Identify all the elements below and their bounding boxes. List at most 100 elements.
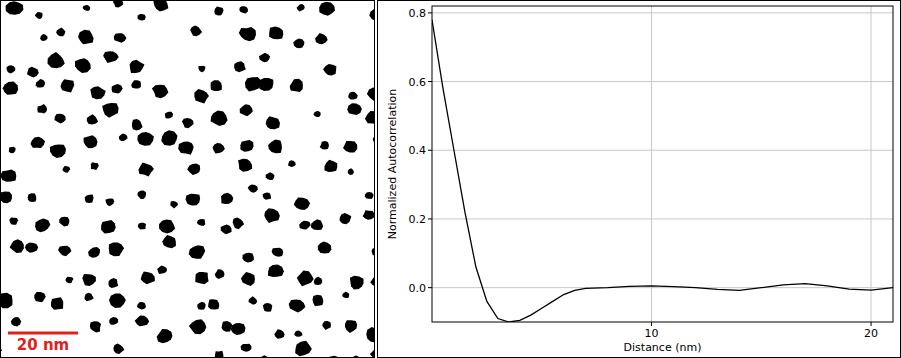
- grid-line-x: [651, 6, 652, 322]
- particle: [3, 81, 19, 94]
- particle: [268, 140, 282, 154]
- particle: [189, 319, 207, 334]
- particle: [269, 27, 283, 40]
- particle: [88, 247, 100, 258]
- particle: [0, 191, 12, 203]
- particle: [0, 169, 16, 181]
- particle: [197, 219, 205, 226]
- particle: [297, 4, 305, 11]
- particle: [348, 92, 358, 100]
- particle: [48, 52, 65, 68]
- particle: [347, 103, 362, 115]
- particle: [197, 302, 205, 310]
- particle: [28, 193, 37, 202]
- scale-bar-background: [2, 328, 84, 356]
- grid-line-x: [871, 6, 872, 322]
- tick-label-y: 0.6: [409, 76, 427, 89]
- particle: [170, 201, 178, 209]
- particle: [141, 272, 155, 285]
- particle: [131, 80, 141, 88]
- particle: [138, 223, 146, 230]
- particle: [241, 272, 255, 286]
- particle: [350, 276, 364, 290]
- particle: [84, 135, 98, 148]
- particle: [36, 79, 45, 88]
- particle: [198, 66, 205, 73]
- particle: [240, 104, 253, 116]
- particle: [132, 119, 143, 131]
- tick-label-x: 20: [864, 327, 878, 340]
- particle: [289, 299, 306, 312]
- particle: [152, 85, 169, 99]
- particle: [90, 86, 105, 99]
- particle: [187, 163, 200, 175]
- particle: [35, 12, 43, 19]
- particle: [272, 248, 284, 257]
- particle: [313, 111, 320, 117]
- tick-label-y: 0.0: [409, 282, 427, 295]
- particle: [319, 2, 335, 16]
- particle: [108, 278, 118, 288]
- particle: [222, 321, 233, 332]
- image-border: [1, 1, 375, 358]
- particle: [109, 293, 126, 308]
- particle: [266, 116, 280, 129]
- particle: [352, 356, 360, 358]
- particle: [245, 77, 262, 92]
- particle: [264, 208, 280, 223]
- particle: [259, 78, 273, 91]
- particle: [215, 351, 224, 358]
- grid-line-y: [432, 287, 893, 288]
- tick-y: [428, 150, 432, 151]
- tick-y: [428, 218, 432, 219]
- plot-frame: [432, 6, 893, 322]
- particle: [51, 297, 63, 310]
- particle: [186, 194, 201, 206]
- particle: [109, 317, 118, 325]
- image-panel: [0, 0, 375, 358]
- particle: [35, 218, 50, 232]
- tick-label-x: 10: [645, 327, 659, 340]
- particle: [323, 64, 336, 76]
- tick-x: [651, 322, 652, 326]
- particle: [159, 220, 175, 234]
- particle: [366, 327, 375, 343]
- particle: [113, 0, 124, 7]
- particle: [137, 132, 154, 146]
- particle: [363, 210, 375, 220]
- particle: [322, 321, 331, 330]
- particle: [294, 331, 302, 337]
- particle: [215, 269, 225, 279]
- particle: [83, 5, 91, 11]
- particle: [78, 30, 94, 45]
- tick-y: [428, 81, 432, 82]
- tick-y: [428, 12, 432, 13]
- particle: [248, 185, 258, 193]
- particle: [9, 147, 16, 154]
- particle: [34, 292, 46, 302]
- particle: [263, 303, 273, 312]
- particle: [313, 295, 324, 306]
- particle: [87, 114, 98, 124]
- particle: [62, 166, 70, 173]
- scale-bar-label: 20 nm: [17, 336, 69, 354]
- particle: [61, 79, 75, 92]
- particle: [11, 317, 21, 326]
- x-axis-title: Distance (nm): [624, 341, 702, 354]
- particle: [340, 213, 352, 224]
- particle: [157, 266, 167, 274]
- particle: [112, 84, 123, 93]
- particle: [162, 235, 176, 248]
- particle: [113, 343, 124, 354]
- tick-label-y: 0.4: [409, 144, 427, 157]
- page: 20 nm10200.00.20.40.60.8Distance (nm)Nor…: [0, 0, 901, 358]
- particle: [135, 315, 150, 326]
- particle: [260, 355, 271, 358]
- particle: [233, 218, 245, 230]
- particle: [0, 293, 13, 309]
- particle: [213, 143, 225, 154]
- particle: [194, 89, 209, 103]
- grid-line-y: [432, 12, 893, 13]
- plot-area: [432, 20, 893, 322]
- particle: [178, 142, 194, 155]
